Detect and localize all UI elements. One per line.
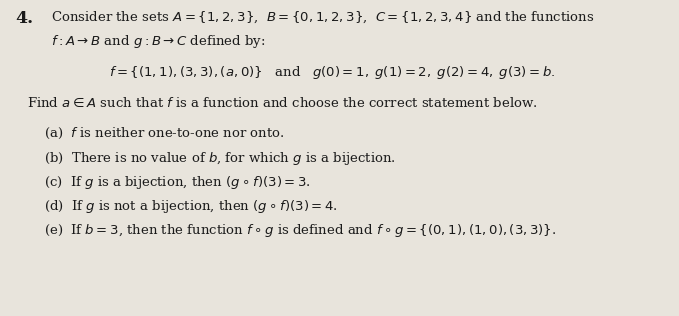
- Text: Find $a \in A$ such that $f$ is a function and choose the correct statement belo: Find $a \in A$ such that $f$ is a functi…: [27, 96, 538, 110]
- Text: $f : A \rightarrow B$ and $g : B \rightarrow C$ defined by:: $f : A \rightarrow B$ and $g : B \righta…: [51, 33, 265, 50]
- Text: (b)  There is no value of $b$, for which $g$ is a bijection.: (b) There is no value of $b$, for which …: [44, 150, 396, 167]
- Text: (d)  If $g$ is not a bijection, then $(g \circ f)(3) = 4$.: (d) If $g$ is not a bijection, then $(g …: [44, 198, 338, 215]
- Text: Consider the sets $A = \{1, 2, 3\}$,  $B = \{0, 1, 2, 3\}$,  $C = \{1, 2, 3, 4\}: Consider the sets $A = \{1, 2, 3\}$, $B …: [51, 10, 594, 26]
- Text: (a)  $f$ is neither one-to-one nor onto.: (a) $f$ is neither one-to-one nor onto.: [44, 126, 285, 141]
- Text: $f = \{(1, 1), (3, 3), (a, 0)\}$   and   $g(0) = 1,\; g(1) = 2,\; g(2) = 4,\; g(: $f = \{(1, 1), (3, 3), (a, 0)\}$ and $g(…: [109, 64, 555, 81]
- Text: (e)  If $b = 3$, then the function $f \circ g$ is defined and $f \circ g = \{(0,: (e) If $b = 3$, then the function $f \ci…: [44, 222, 557, 239]
- Text: 4.: 4.: [15, 10, 33, 27]
- Text: (c)  If $g$ is a bijection, then $(g \circ f)(3) = 3$.: (c) If $g$ is a bijection, then $(g \cir…: [44, 174, 311, 191]
